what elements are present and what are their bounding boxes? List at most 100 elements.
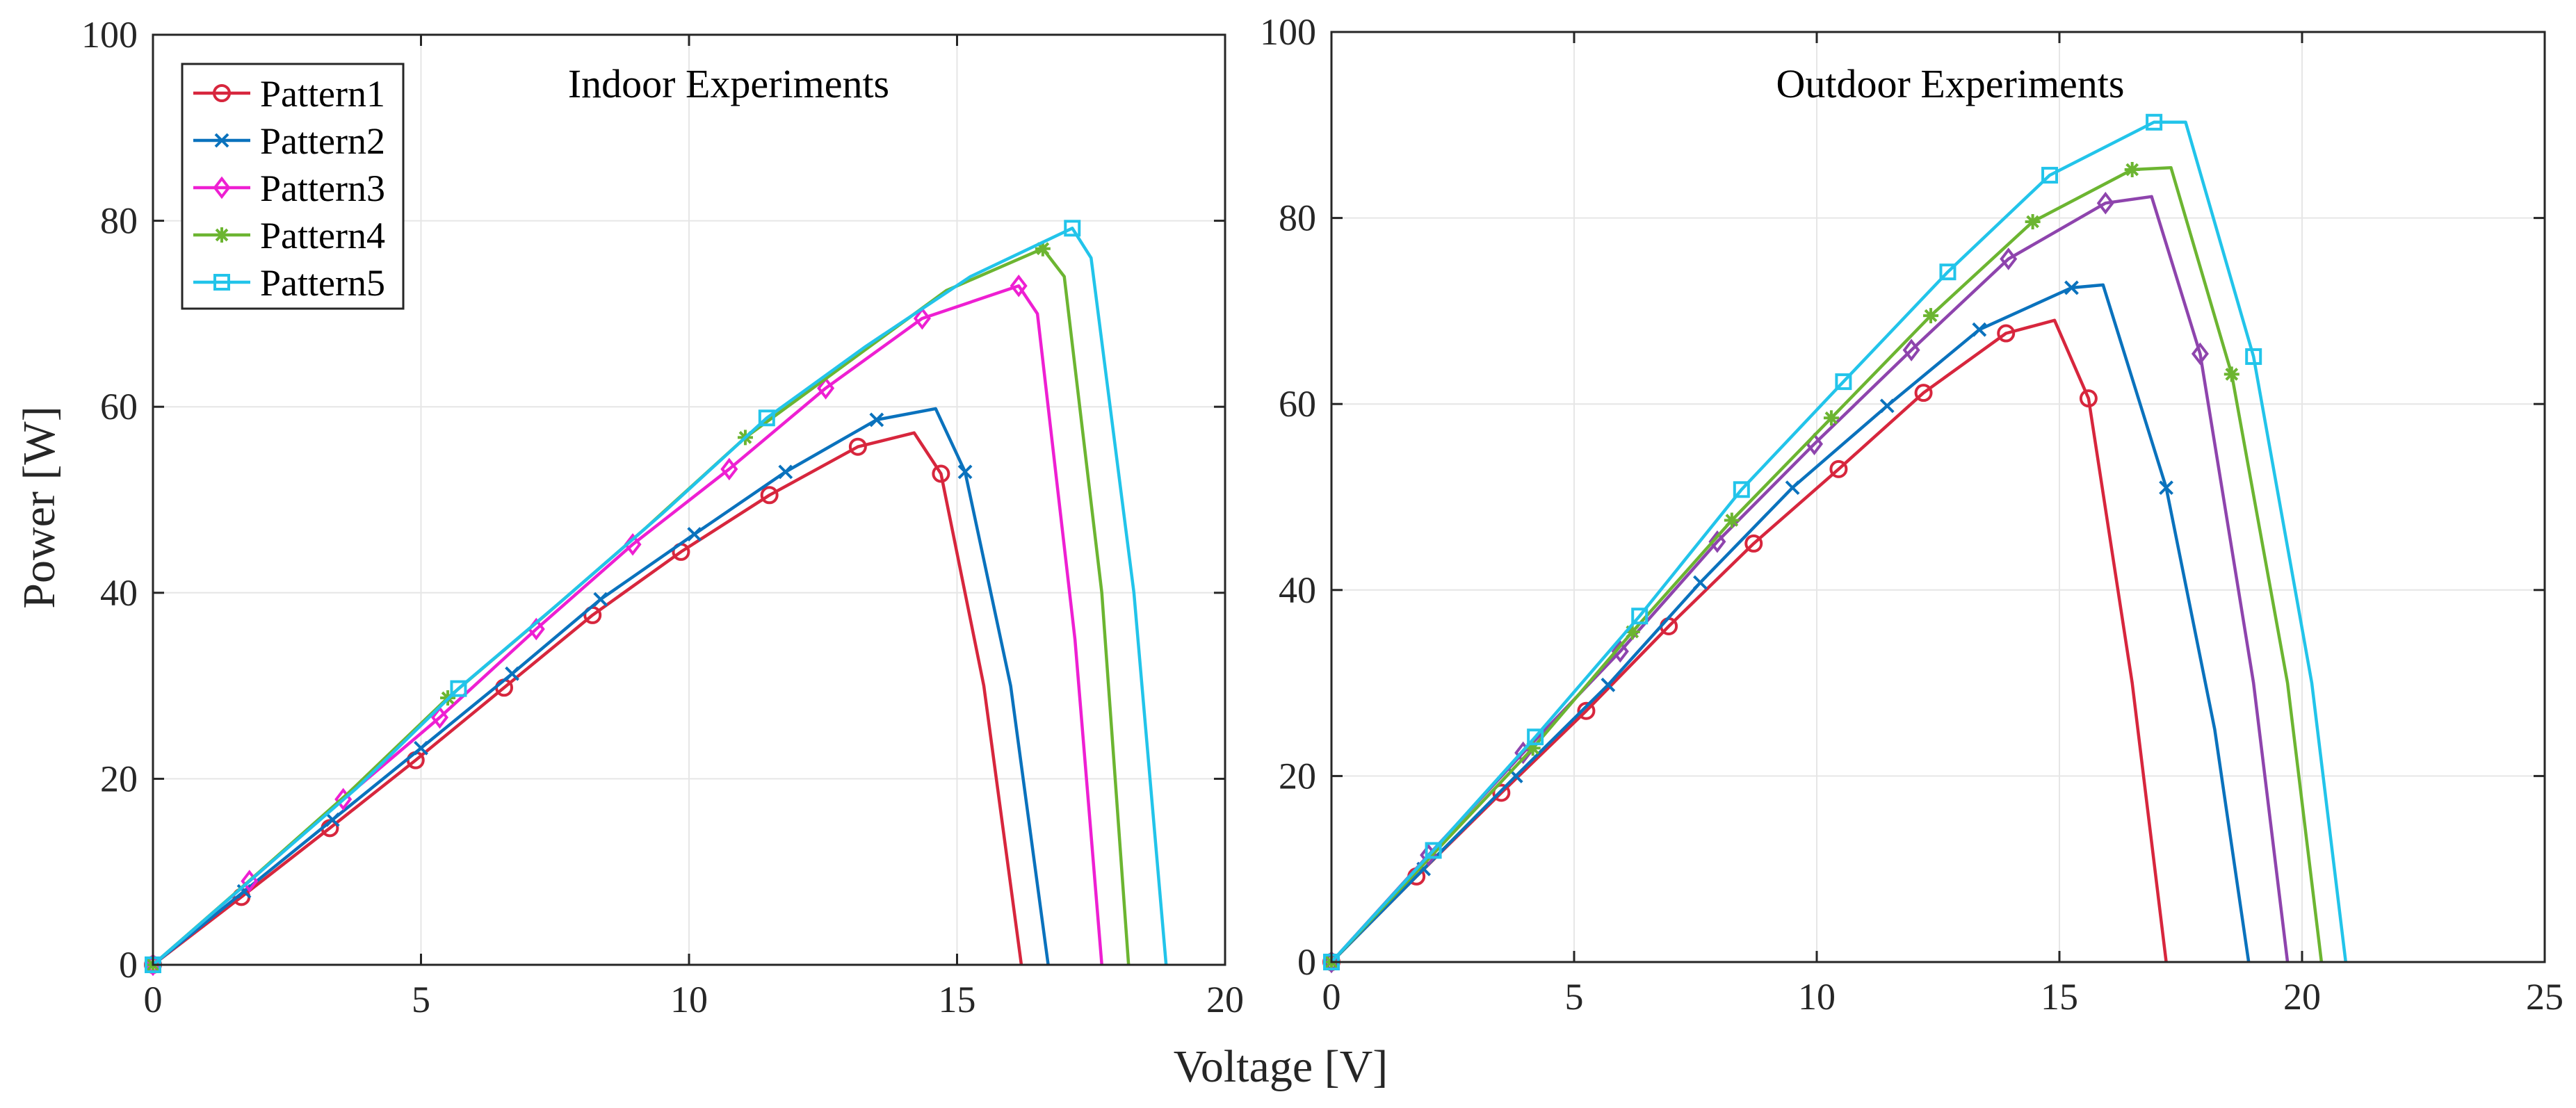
y-tick-label: 20 — [100, 758, 138, 799]
data-point-marker — [2041, 167, 2059, 184]
data-point-marker — [414, 740, 428, 756]
data-point-marker — [430, 706, 449, 729]
data-point-marker — [1527, 728, 1544, 746]
legend-item-pattern4: Pattern4 — [193, 215, 385, 256]
data-point-marker — [1525, 740, 1541, 756]
series-line — [152, 284, 1103, 966]
data-point-marker — [325, 812, 340, 827]
series-line — [152, 227, 1168, 966]
legend-marker — [214, 227, 229, 243]
data-point-marker — [1492, 783, 1511, 802]
y-tick-label: 0 — [119, 944, 138, 986]
data-point-marker — [1823, 410, 1839, 426]
legend-label: Pattern1 — [260, 73, 385, 115]
y-axis-title: Power [W] — [14, 406, 65, 608]
data-point-marker — [758, 409, 775, 427]
legend-marker — [213, 274, 230, 291]
data-point-marker — [1577, 701, 1596, 720]
series-pattern1 — [1322, 318, 2168, 971]
data-point-marker — [2096, 191, 2114, 215]
series-line — [1330, 166, 2324, 963]
outdoor-axes-frame — [1330, 31, 2546, 963]
data-point-marker — [1733, 481, 1750, 498]
data-point-marker — [2025, 213, 2041, 229]
series-line — [1330, 318, 2168, 963]
outdoor-tick-labels: 0 5 10 15 20 25 0 20 40 60 80 100 — [1260, 11, 2563, 1018]
legend-label: Pattern5 — [260, 262, 385, 304]
x-tick-label: 20 — [1206, 979, 1244, 1020]
indoor-panel: 0 5 10 15 20 0 20 40 60 80 100 Indoor Experiments — [81, 14, 1244, 1020]
series-pattern5 — [145, 220, 1168, 973]
legend-item-pattern3: Pattern3 — [193, 168, 385, 209]
data-point-marker — [760, 486, 779, 505]
outdoor-panel: 0 5 10 15 20 25 0 20 40 60 80 100 Outdoor Experimen… — [1260, 11, 2563, 1018]
data-point-marker — [450, 680, 467, 697]
data-point-marker — [1601, 677, 1616, 692]
y-tick-label: 60 — [100, 386, 138, 427]
legend-label: Pattern2 — [260, 120, 385, 162]
data-point-marker — [1611, 639, 1629, 663]
series-line — [1330, 283, 2251, 963]
x-tick-label: 15 — [939, 979, 976, 1020]
legend-marker — [214, 133, 229, 148]
data-point-marker — [593, 592, 608, 607]
legend-item-pattern2: Pattern2 — [193, 120, 385, 162]
data-point-marker — [869, 412, 884, 427]
data-point-marker — [1939, 263, 1957, 281]
legend-item-pattern1: Pattern1 — [193, 73, 385, 115]
data-point-marker — [1972, 322, 1987, 337]
y-tick-label: 0 — [1297, 941, 1316, 983]
data-point-marker — [2146, 113, 2163, 131]
x-tick-label: 15 — [2041, 976, 2078, 1018]
data-point-marker — [1879, 398, 1895, 414]
legend-label: Pattern4 — [260, 215, 385, 256]
outdoor-series — [1322, 113, 2348, 974]
series-pattern4 — [145, 241, 1131, 972]
series-line — [152, 431, 1023, 966]
data-point-marker — [1708, 530, 1726, 553]
data-point-marker — [1624, 624, 1640, 640]
x-tick-label: 5 — [1565, 976, 1584, 1018]
series-line — [152, 407, 1050, 966]
x-tick-label: 0 — [1322, 976, 1341, 1018]
y-tick-label: 60 — [1279, 383, 1316, 425]
indoor-tick-labels: 0 5 10 15 20 0 20 40 60 80 100 — [81, 14, 1244, 1020]
data-point-marker — [1997, 324, 2016, 343]
data-point-marker — [1914, 384, 1933, 402]
indoor-panel-title: Indoor Experiments — [568, 61, 889, 106]
data-point-marker — [1744, 534, 1763, 553]
y-tick-label: 40 — [1279, 569, 1316, 611]
data-point-marker — [2159, 480, 2173, 496]
series-line — [1330, 120, 2348, 963]
data-point-marker — [1724, 512, 1740, 528]
x-axis-title: Voltage [V] — [1174, 1041, 1388, 1092]
data-point-marker — [2064, 280, 2079, 295]
x-tick-label: 5 — [412, 979, 430, 1020]
y-tick-label: 20 — [1279, 755, 1316, 797]
indoor-axes-frame — [152, 33, 1226, 966]
data-point-marker — [817, 377, 835, 400]
series-pattern1 — [144, 431, 1023, 974]
data-point-marker — [505, 666, 519, 681]
legend-label: Pattern3 — [260, 168, 385, 209]
series-line — [1330, 195, 2290, 963]
series-pattern4 — [1324, 162, 2324, 970]
y-tick-label: 40 — [100, 572, 138, 614]
data-point-marker — [932, 464, 950, 483]
y-tick-label: 80 — [1279, 197, 1316, 239]
indoor-series — [144, 220, 1168, 977]
data-point-marker — [1693, 575, 1708, 590]
y-tick-label: 100 — [1260, 11, 1316, 53]
series-pattern2 — [1324, 280, 2251, 970]
legend-marker — [213, 84, 231, 102]
y-tick-label: 100 — [81, 14, 138, 56]
series-pattern3 — [1322, 191, 2290, 974]
data-point-marker — [957, 464, 973, 480]
data-point-marker — [2124, 162, 2140, 178]
y-tick-label: 80 — [100, 200, 138, 242]
legend: Pattern1 Pattern2 Pattern3 Pattern4 Pattern5 — [181, 63, 405, 310]
data-point-marker — [1035, 241, 1051, 256]
data-point-marker — [720, 457, 738, 481]
data-point-marker — [1835, 373, 1852, 391]
